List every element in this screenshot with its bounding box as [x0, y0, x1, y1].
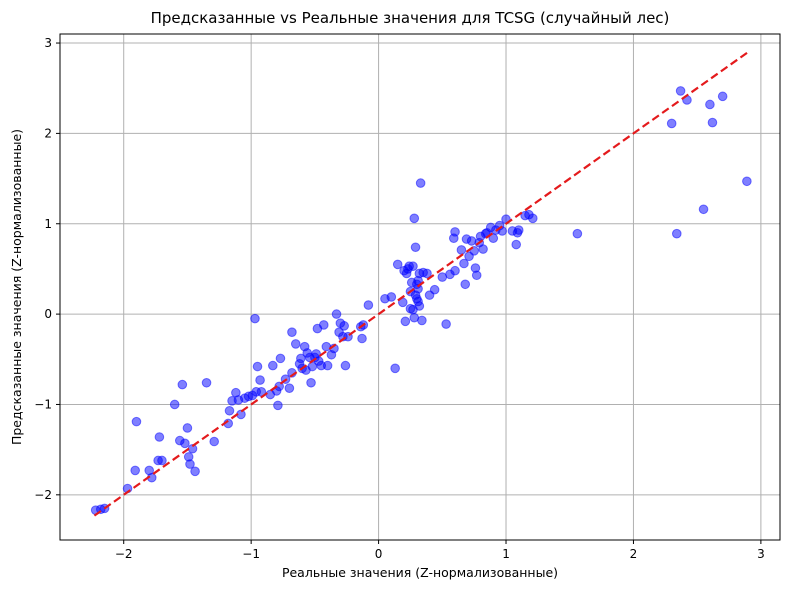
y-tick-label: −2: [34, 488, 52, 502]
x-axis-label: Реальные значения (Z-нормализованные): [282, 565, 558, 580]
data-point: [441, 319, 451, 329]
data-point: [131, 416, 142, 427]
data-point: [408, 261, 418, 272]
x-tick-label: 1: [502, 547, 510, 561]
data-point: [572, 228, 583, 239]
x-tick-label: −2: [115, 547, 133, 561]
grid: [60, 34, 780, 540]
data-point: [417, 315, 427, 326]
x-tick-label: 3: [757, 547, 765, 561]
data-point: [209, 436, 219, 447]
reference-line-layer: [93, 51, 749, 517]
y-tick-label: 1: [44, 217, 52, 231]
y-tick-label: −1: [34, 397, 52, 411]
data-point: [363, 300, 374, 310]
data-point: [429, 284, 440, 295]
y-tick-label: 3: [44, 36, 52, 50]
data-point: [705, 99, 715, 110]
data-point: [460, 279, 471, 290]
data-point: [190, 466, 200, 477]
data-point: [182, 423, 193, 433]
data-point: [471, 270, 482, 281]
data-point: [177, 379, 188, 390]
data-point: [400, 316, 411, 327]
data-point: [409, 213, 420, 224]
data-point: [331, 309, 342, 319]
data-point: [224, 405, 235, 416]
data-point: [450, 265, 460, 276]
data-point: [322, 360, 333, 371]
reference-line: [93, 51, 749, 517]
data-point: [268, 360, 278, 371]
data-point: [273, 400, 283, 411]
data-point: [130, 465, 140, 476]
data-point: [707, 117, 718, 128]
data-point: [666, 118, 677, 129]
data-point: [252, 361, 263, 372]
data-point: [157, 455, 167, 466]
data-point: [742, 176, 752, 187]
data-point: [287, 327, 297, 337]
x-tick-label: 0: [375, 547, 383, 561]
y-tick-label: 2: [44, 126, 52, 140]
data-points: [90, 86, 752, 515]
data-point: [340, 360, 351, 371]
plot-area-frame: [59, 33, 781, 541]
data-point: [450, 227, 460, 237]
axis-ticks: −2 −1 0 1 2 3 −2 −1 0 1 2 3: [34, 36, 764, 561]
data-point: [201, 377, 212, 388]
data-point: [415, 178, 426, 188]
data-point: [185, 459, 195, 469]
x-tick-label: −1: [242, 547, 260, 561]
data-point: [478, 244, 488, 254]
data-point: [513, 225, 524, 235]
data-point: [422, 268, 432, 279]
data-point: [386, 292, 397, 302]
y-tick-label: 0: [44, 307, 52, 321]
data-point: [255, 375, 265, 385]
data-point: [275, 353, 286, 364]
data-point: [414, 301, 425, 311]
data-point: [284, 383, 295, 394]
data-point: [671, 228, 682, 239]
data-point: [339, 321, 349, 331]
data-point: [250, 313, 260, 324]
data-point: [511, 239, 522, 250]
data-point: [154, 432, 165, 442]
data-point: [318, 320, 329, 330]
data-point: [527, 213, 538, 224]
data-point: [456, 245, 467, 255]
data-point: [698, 204, 709, 215]
data-point: [306, 377, 316, 388]
y-axis-label: Предсказанные значения (Z-нормализованны…: [9, 129, 24, 445]
x-tick-label: 2: [630, 547, 638, 561]
data-point: [390, 363, 400, 374]
data-point: [717, 91, 728, 102]
data-point: [357, 333, 367, 344]
data-point: [459, 258, 469, 269]
chart-title: Предсказанные vs Реальные значения для T…: [151, 9, 670, 27]
data-point: [675, 86, 686, 96]
data-point: [180, 438, 190, 449]
data-point: [290, 339, 301, 349]
data-point: [410, 242, 421, 253]
data-point: [392, 259, 403, 270]
data-point: [169, 399, 180, 410]
